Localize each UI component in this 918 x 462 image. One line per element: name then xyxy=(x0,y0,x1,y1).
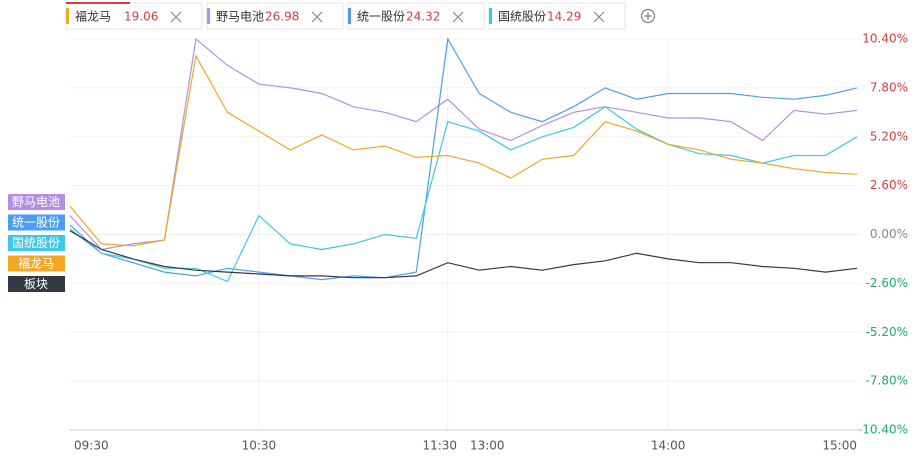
legend-tag[interactable] xyxy=(8,214,65,231)
tab-close[interactable] xyxy=(452,11,464,23)
x-tick-label: 10:30 xyxy=(242,439,277,453)
tab-color xyxy=(207,8,210,24)
tab-active xyxy=(66,2,130,4)
tab-close[interactable] xyxy=(311,11,323,23)
legend-label: 野马电池 xyxy=(12,195,60,209)
y-tick-label: 2.60% xyxy=(870,178,908,192)
tab-close[interactable] xyxy=(593,11,605,23)
add-button[interactable] xyxy=(641,9,655,23)
legend-label: 福龙马 xyxy=(18,256,54,271)
y-tick-label: -10.40% xyxy=(858,423,908,437)
y-tick-label: -2.60% xyxy=(866,276,908,290)
y-tick-label: 10.40% xyxy=(862,32,908,46)
series-line xyxy=(69,54,858,247)
x-tick-label: 13:00 xyxy=(470,439,505,453)
tab[interactable] xyxy=(65,2,203,30)
tab-name: 野马电池 xyxy=(216,10,264,24)
tab-color xyxy=(489,8,492,24)
legend-label: 板块 xyxy=(24,277,48,291)
tab-name: 国统股份 xyxy=(498,10,546,24)
legend-tag[interactable] xyxy=(8,255,65,272)
tab[interactable] xyxy=(206,2,344,30)
tab[interactable] xyxy=(488,2,626,30)
tab-color xyxy=(66,8,69,24)
tab[interactable] xyxy=(347,2,485,30)
tab-color xyxy=(348,8,351,24)
x-tick-label: 14:00 xyxy=(651,439,686,453)
x-tick-label: 11:30 xyxy=(422,439,457,453)
tab-price: 24.32 xyxy=(406,10,440,24)
y-tick-label: 7.80% xyxy=(870,80,908,94)
legend-label: 国统股份 xyxy=(12,236,60,250)
y-tick-label: -7.80% xyxy=(866,374,908,388)
tab-price: 14.29 xyxy=(547,10,581,24)
tab-name: 统一股份 xyxy=(357,10,405,24)
add-icon xyxy=(644,12,652,20)
series-line xyxy=(69,37,858,251)
tab-price: 19.06 xyxy=(124,10,158,24)
tab-name: 福龙马 xyxy=(75,9,111,24)
y-tick-label: 5.20% xyxy=(870,129,908,143)
tab-close[interactable] xyxy=(170,11,182,23)
series-line xyxy=(69,230,858,279)
y-tick-label: 0.00% xyxy=(870,227,908,241)
series-line xyxy=(69,105,858,283)
legend-tag[interactable] xyxy=(8,194,65,210)
legend-label: 统一股份 xyxy=(12,216,60,230)
series-line xyxy=(69,37,858,281)
y-tick-label: -5.20% xyxy=(866,325,908,339)
x-tick-label: 15:00 xyxy=(822,439,857,453)
tab-price: 26.98 xyxy=(265,10,299,24)
x-tick-label: 09:30 xyxy=(74,439,109,453)
legend-tag[interactable] xyxy=(8,276,65,292)
legend-tag[interactable] xyxy=(8,235,65,251)
